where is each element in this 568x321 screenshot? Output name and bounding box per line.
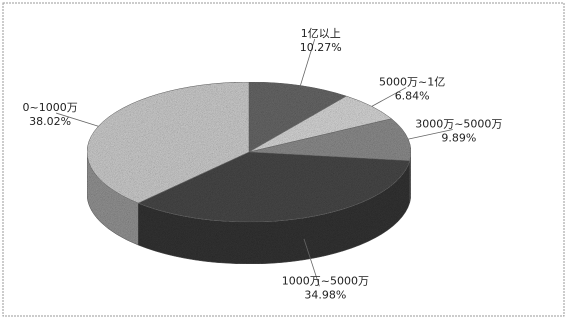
slice-1000-5000 — [137, 151, 411, 223]
leader-lines — [56, 38, 453, 287]
slice-label-name-5000-1: 5000万~1亿 — [379, 76, 445, 89]
leader-line-1 — [299, 38, 316, 86]
slice-label-name-3000-5000: 3000万~5000万 — [415, 118, 502, 131]
pie-top-layer — [86, 81, 412, 223]
pie-side-layer — [86, 151, 412, 265]
slice-0-1000 — [86, 81, 250, 204]
slice-label-value-1: 10.27% — [300, 41, 342, 54]
leader-line-3000-5000 — [408, 129, 453, 140]
slice-label-name-1000-5000: 1000万~5000万 — [282, 274, 369, 287]
slice-label-value-1000-5000: 34.98% — [304, 288, 346, 301]
slice-label-value-3000-5000: 9.89% — [441, 132, 476, 145]
leader-line-5000-1 — [371, 87, 407, 107]
slice-label-value-5000-1: 6.84% — [395, 90, 430, 103]
leader-line-1000-5000 — [303, 238, 320, 287]
leader-line-0-1000 — [56, 112, 99, 127]
slice-label-name-0-1000: 0~1000万 — [23, 101, 78, 114]
slice-label-name-1: 1亿以上 — [301, 27, 341, 40]
slice-label-value-0-1000: 38.02% — [29, 115, 71, 128]
